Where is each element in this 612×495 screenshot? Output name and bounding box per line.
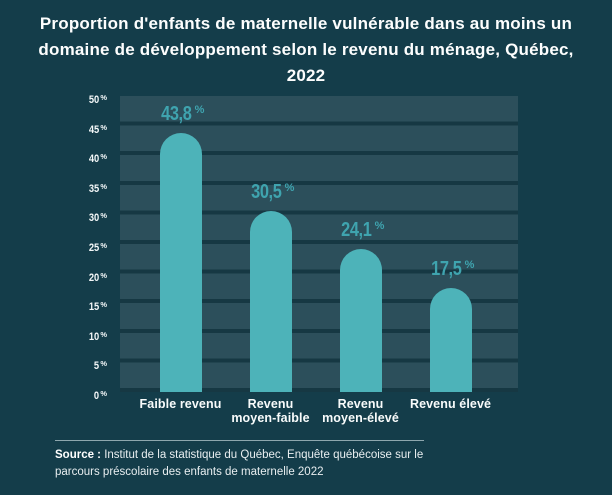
y-tick-label: 45% [88, 122, 107, 136]
y-tick-label: 50% [88, 93, 107, 106]
y-axis: 50% 45% 40% 35% 30% 25% 20% 15% 10% 5% 0% [0, 93, 107, 402]
bar-value-label: 43,8% [160, 103, 205, 125]
y-tick-label: 0% [94, 389, 107, 402]
y-tick-label: 25% [88, 241, 107, 254]
source-label: Source : [55, 449, 102, 461]
bar-value-label: 24,1% [340, 219, 385, 241]
source-line2: parcours préscolaire des enfants de mate… [55, 466, 324, 478]
y-tick-label: 5% [94, 359, 107, 373]
y-tick-label: 35% [88, 181, 107, 195]
x-category-label: Faible revenu [139, 397, 222, 411]
x-category-label: Revenu élevé [409, 397, 492, 411]
bar [159, 133, 202, 392]
plot-area: 43,8% 30,5% 24,1% 17,5% [120, 96, 518, 392]
bar [429, 288, 472, 392]
chart-title: Proportion d'enfants de maternelle vulné… [38, 14, 574, 85]
source-line1: Institut de la statistique du Québec, En… [104, 449, 424, 461]
bar [339, 249, 382, 392]
source-note: Source : Institut de la statistique du Q… [55, 447, 455, 481]
source-divider [55, 440, 424, 441]
y-tick-label: 15% [88, 300, 107, 314]
y-tick-label: 10% [88, 329, 107, 343]
x-axis-labels: Faible revenu Revenu moyen-faible Revenu moy… [120, 397, 518, 429]
bar-value-label: 17,5% [430, 258, 475, 280]
y-tick-label: 20% [88, 270, 107, 284]
bar-value-label: 30,5% [250, 181, 295, 203]
bar [249, 211, 292, 392]
y-tick-label: 30% [88, 211, 107, 225]
x-category-label: Revenu moyen-élevé [322, 397, 399, 425]
y-tick-label: 40% [88, 152, 107, 166]
x-category-label: Revenu moyen-faible [231, 397, 310, 425]
